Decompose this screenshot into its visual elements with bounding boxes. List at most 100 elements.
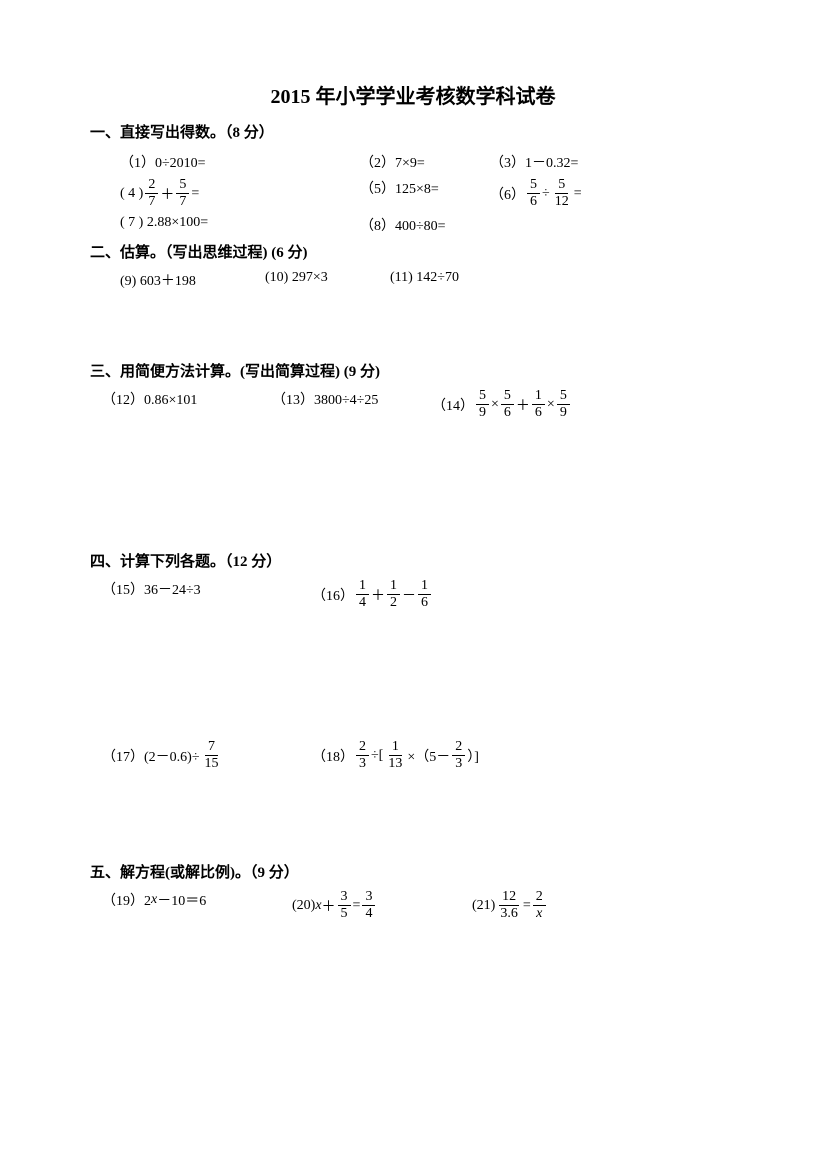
q18-d1: 3 bbox=[356, 756, 369, 771]
q21-n1: 12 bbox=[499, 890, 519, 906]
q4-suffix: = bbox=[191, 186, 199, 202]
q20-n1: 3 bbox=[338, 890, 351, 906]
q6-n2: 5 bbox=[555, 178, 568, 194]
q18-f3: 2 3 bbox=[452, 740, 465, 771]
q20-prefix: (20) bbox=[292, 898, 315, 914]
q6-op: ÷ bbox=[542, 186, 550, 202]
q21-f1: 12 3.6 bbox=[497, 890, 521, 921]
q18-d3: 3 bbox=[452, 756, 465, 771]
q6-frac2: 5 12 bbox=[552, 178, 572, 209]
q18-n2: 1 bbox=[389, 740, 402, 756]
q6-suffix: = bbox=[574, 186, 582, 202]
q14-d1: 9 bbox=[476, 405, 489, 420]
q16-f2: 1 2 bbox=[387, 579, 400, 610]
q15: （15）36－24÷3 bbox=[102, 579, 312, 599]
q13: （13）3800÷4÷25 bbox=[272, 389, 432, 409]
q6-prefix: （6） bbox=[490, 184, 525, 204]
q11: (11) 142÷70 bbox=[390, 270, 459, 286]
q21: (21) 12 3.6 = 2 x bbox=[472, 890, 548, 921]
q20: (20) x ＋ 3 5 = 3 4 bbox=[292, 890, 472, 921]
q14-f2: 5 6 bbox=[501, 389, 514, 420]
q14-d2: 6 bbox=[501, 405, 514, 420]
q6: （6） 5 6 ÷ 5 12 = bbox=[490, 178, 582, 209]
q16-n1: 1 bbox=[356, 579, 369, 595]
q18-mid1: ÷[ bbox=[371, 748, 383, 764]
q14-f3: 1 6 bbox=[532, 389, 545, 420]
q18-prefix: （18） bbox=[312, 746, 354, 766]
q17-f1: 7 15 bbox=[202, 740, 222, 771]
section-2-header: 二、估算。（写出思维过程) (6 分) bbox=[90, 241, 736, 262]
q16-n2: 1 bbox=[387, 579, 400, 595]
q17-d1: 15 bbox=[202, 756, 222, 771]
q20-eq: = bbox=[353, 898, 361, 914]
section-1-header: 一、直接写出得数。（8 分） bbox=[90, 121, 736, 142]
q16-prefix: （16） bbox=[312, 585, 354, 605]
q4-frac2: 5 7 bbox=[176, 178, 189, 209]
q18-mid2: ×（5－ bbox=[407, 746, 450, 766]
q14-d4: 9 bbox=[557, 405, 570, 420]
q20-d1: 5 bbox=[338, 906, 351, 921]
q20-f1: 3 5 bbox=[338, 890, 351, 921]
q14-op2: ＋ bbox=[516, 395, 530, 415]
q6-frac1: 5 6 bbox=[527, 178, 540, 209]
q6-d2: 12 bbox=[552, 194, 572, 209]
q14-n4: 5 bbox=[557, 389, 570, 405]
q16-d2: 2 bbox=[387, 595, 400, 610]
q14-op3: × bbox=[547, 397, 555, 413]
q19: （19）2 x －10＝6 bbox=[102, 890, 292, 910]
q16-op2: － bbox=[402, 585, 416, 605]
q18-f1: 2 3 bbox=[356, 740, 369, 771]
q4-frac1: 2 7 bbox=[145, 178, 158, 209]
q14-prefix: （14） bbox=[432, 395, 474, 415]
q21-n2: 2 bbox=[533, 890, 546, 906]
q14-op1: × bbox=[491, 397, 499, 413]
q18-f2: 1 13 bbox=[385, 740, 405, 771]
q4-prefix: ( 4 ) bbox=[120, 186, 143, 202]
q6-n1: 5 bbox=[527, 178, 540, 194]
q18-n3: 2 bbox=[452, 740, 465, 756]
q2: （2）7×9= bbox=[360, 152, 490, 172]
q5: （5）125×8= bbox=[360, 178, 490, 198]
q18: （18） 2 3 ÷[ 1 13 ×（5－ 2 3 ）] bbox=[312, 740, 479, 771]
q10: (10) 297×3 bbox=[265, 270, 390, 286]
q14-n2: 5 bbox=[501, 389, 514, 405]
q14-n1: 5 bbox=[476, 389, 489, 405]
q14-n3: 1 bbox=[532, 389, 545, 405]
q3: （3）1－0.32= bbox=[490, 152, 578, 172]
q16-f3: 1 6 bbox=[418, 579, 431, 610]
q18-n1: 2 bbox=[356, 740, 369, 756]
q14-f1: 5 9 bbox=[476, 389, 489, 420]
q16: （16） 1 4 ＋ 1 2 － 1 6 bbox=[312, 579, 433, 610]
q21-d1: 3.6 bbox=[497, 906, 521, 921]
q4-d2: 7 bbox=[176, 194, 189, 209]
q21-f2: 2 x bbox=[533, 890, 546, 921]
q20-n2: 3 bbox=[362, 890, 375, 906]
q18-d2: 13 bbox=[385, 756, 405, 771]
q17: （17）(2－0.6)÷ 7 15 bbox=[102, 740, 312, 771]
q16-n3: 1 bbox=[418, 579, 431, 595]
section-5-header: 五、解方程(或解比例)。（9 分） bbox=[90, 861, 736, 882]
q14: （14） 5 9 × 5 6 ＋ 1 6 × 5 9 bbox=[432, 389, 572, 420]
q4-op: ＋ bbox=[160, 184, 174, 204]
q14-f4: 5 9 bbox=[557, 389, 570, 420]
q16-d1: 4 bbox=[356, 595, 369, 610]
q9: (9) 603＋198 bbox=[120, 270, 265, 290]
q21-prefix: (21) bbox=[472, 898, 495, 914]
q18-suffix: ）] bbox=[467, 746, 479, 766]
q8: （8）400÷80= bbox=[360, 215, 446, 235]
q16-d3: 6 bbox=[418, 595, 431, 610]
q4-n1: 2 bbox=[145, 178, 158, 194]
q21-d2: x bbox=[533, 906, 545, 921]
q17-n1: 7 bbox=[205, 740, 218, 756]
page-title: 2015 年小学学业考核数学科试卷 bbox=[90, 80, 736, 109]
section-3-header: 三、用简便方法计算。(写出简算过程) (9 分) bbox=[90, 360, 736, 381]
q16-f1: 1 4 bbox=[356, 579, 369, 610]
q4-n2: 5 bbox=[176, 178, 189, 194]
q19-prefix: （19）2 bbox=[102, 890, 151, 910]
q21-eq: = bbox=[523, 898, 531, 914]
q19-suffix: －10＝6 bbox=[157, 890, 206, 910]
q6-d1: 6 bbox=[527, 194, 540, 209]
q20-d2: 4 bbox=[362, 906, 375, 921]
q16-op1: ＋ bbox=[371, 585, 385, 605]
q1: （1）0÷2010= bbox=[120, 152, 360, 172]
